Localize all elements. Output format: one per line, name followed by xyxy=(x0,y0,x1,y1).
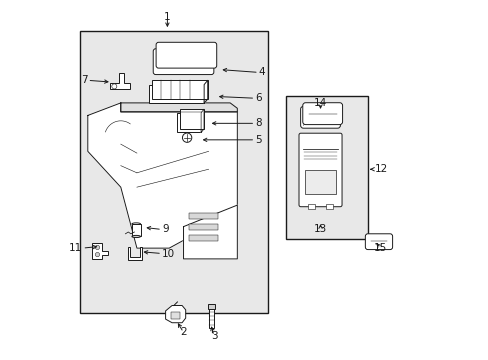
Text: 9: 9 xyxy=(162,225,168,234)
FancyBboxPatch shape xyxy=(300,106,340,128)
Bar xyxy=(148,85,203,103)
Circle shape xyxy=(95,252,100,257)
Bar xyxy=(171,312,180,319)
Bar xyxy=(207,305,215,309)
Ellipse shape xyxy=(132,223,140,225)
FancyBboxPatch shape xyxy=(153,49,213,75)
Text: 13: 13 xyxy=(313,225,326,234)
Text: 14: 14 xyxy=(313,98,326,108)
Text: 7: 7 xyxy=(81,75,87,85)
Text: 15: 15 xyxy=(373,243,386,253)
Text: 11: 11 xyxy=(69,243,82,253)
Bar xyxy=(305,170,335,194)
Bar xyxy=(188,224,217,230)
Text: 2: 2 xyxy=(180,327,186,337)
Polygon shape xyxy=(183,205,237,259)
Bar xyxy=(152,80,207,99)
FancyBboxPatch shape xyxy=(302,103,342,125)
Text: 1: 1 xyxy=(164,12,170,22)
Text: 12: 12 xyxy=(373,164,387,174)
Bar xyxy=(208,306,214,328)
Polygon shape xyxy=(203,80,207,103)
FancyBboxPatch shape xyxy=(156,42,216,68)
Circle shape xyxy=(95,245,100,249)
Bar xyxy=(80,31,267,313)
Bar xyxy=(285,96,367,239)
Ellipse shape xyxy=(132,235,140,238)
Polygon shape xyxy=(92,243,108,258)
Bar xyxy=(188,234,217,241)
Polygon shape xyxy=(128,247,142,260)
Circle shape xyxy=(182,133,191,142)
FancyBboxPatch shape xyxy=(298,133,341,207)
Polygon shape xyxy=(88,103,237,248)
Polygon shape xyxy=(201,109,203,132)
Circle shape xyxy=(112,84,117,89)
Bar xyxy=(307,204,314,208)
Text: 6: 6 xyxy=(255,93,262,103)
Bar xyxy=(325,204,332,208)
Bar xyxy=(179,109,203,129)
Bar xyxy=(176,113,201,132)
Text: 3: 3 xyxy=(210,331,217,341)
Bar xyxy=(132,224,140,237)
Text: 4: 4 xyxy=(258,67,265,77)
FancyBboxPatch shape xyxy=(365,234,392,249)
Text: 8: 8 xyxy=(255,118,262,128)
Text: 10: 10 xyxy=(162,248,175,258)
Polygon shape xyxy=(165,306,185,323)
Bar xyxy=(188,213,217,220)
Polygon shape xyxy=(110,73,129,89)
Polygon shape xyxy=(121,103,237,112)
Text: 5: 5 xyxy=(255,135,262,145)
